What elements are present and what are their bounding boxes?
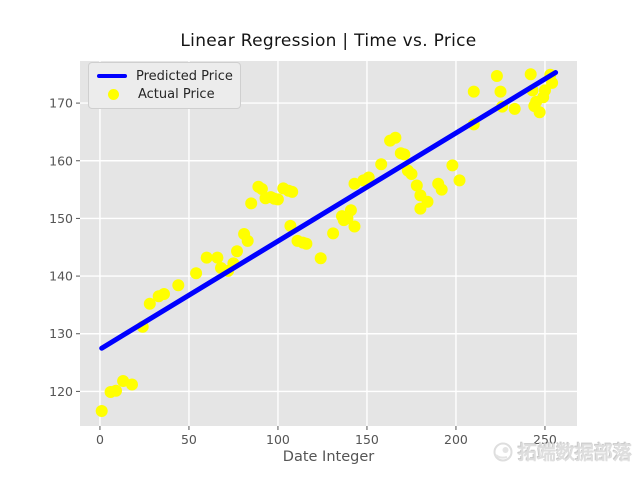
svg-text:0: 0: [96, 432, 104, 447]
legend-label-predicted: Predicted Price: [136, 68, 233, 84]
legend-entry-predicted: Predicted Price: [97, 67, 233, 86]
legend-entry-actual: Actual Price: [97, 86, 232, 105]
legend-dot-swatch: [97, 89, 129, 101]
x-axis-label: Date Integer: [282, 449, 375, 465]
svg-text:120: 120: [49, 384, 73, 399]
svg-text:50: 50: [181, 432, 197, 447]
svg-text:170: 170: [49, 96, 73, 111]
svg-text:200: 200: [444, 432, 468, 447]
x-tick-labels: 0 50 100 150 200 250: [96, 426, 557, 447]
legend: Predicted Price Actual Price: [88, 62, 241, 109]
svg-text:150: 150: [49, 211, 73, 226]
svg-text:100: 100: [266, 432, 290, 447]
svg-text:250: 250: [533, 432, 557, 447]
plot-area: [80, 61, 577, 426]
legend-line-swatch: [97, 74, 127, 79]
svg-text:150: 150: [355, 432, 379, 447]
y-tick-labels: 120 130 140 150 160 170: [49, 96, 80, 399]
svg-text:140: 140: [49, 269, 73, 284]
scatter-series: [95, 68, 559, 417]
svg-text:160: 160: [49, 153, 73, 168]
chart-title: Linear Regression | Time vs. Price: [180, 31, 477, 51]
legend-label-actual: Actual Price: [138, 87, 215, 103]
regression-line: [99, 70, 559, 351]
svg-text:130: 130: [49, 326, 73, 341]
